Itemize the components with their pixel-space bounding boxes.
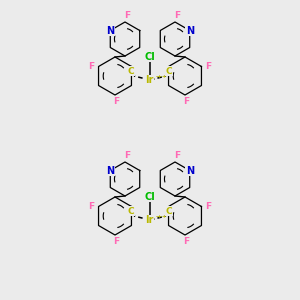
Text: Ir: Ir <box>145 215 153 225</box>
Text: C: C <box>128 67 134 76</box>
Text: C: C <box>166 67 172 76</box>
Text: N: N <box>186 26 194 35</box>
Text: Ir: Ir <box>145 75 153 85</box>
Text: F: F <box>88 62 94 71</box>
Text: Cl: Cl <box>145 52 155 62</box>
Text: F: F <box>183 238 189 247</box>
Text: F: F <box>206 62 212 71</box>
Text: F: F <box>124 11 130 20</box>
Text: N: N <box>106 166 114 176</box>
Text: F: F <box>183 98 189 106</box>
Text: -++: -++ <box>156 74 167 80</box>
Text: F: F <box>174 11 180 20</box>
Text: F: F <box>206 202 212 211</box>
Text: -++: -++ <box>156 214 167 220</box>
Text: C: C <box>166 206 172 215</box>
Text: F: F <box>174 151 180 160</box>
Text: Cl: Cl <box>145 192 155 202</box>
Text: N: N <box>186 166 194 176</box>
Text: F: F <box>124 151 130 160</box>
Text: F: F <box>113 238 119 247</box>
Text: N: N <box>106 26 114 35</box>
Text: F: F <box>113 98 119 106</box>
Text: F: F <box>88 202 94 211</box>
Text: C: C <box>128 206 134 215</box>
